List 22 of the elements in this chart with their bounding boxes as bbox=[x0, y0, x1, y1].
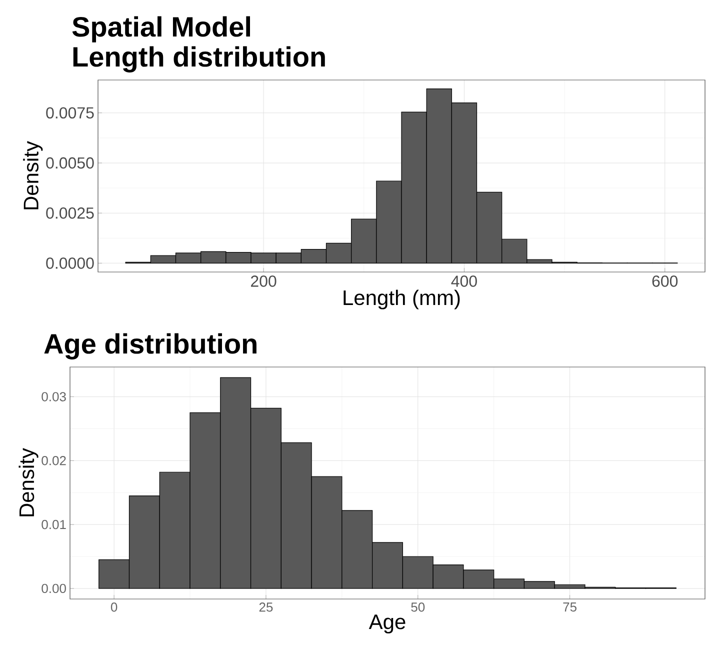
y-tick-label: 0.02 bbox=[42, 456, 66, 466]
x-tick-label: 0 bbox=[110, 602, 118, 612]
x-axis-title: Age bbox=[368, 614, 406, 634]
x-tick-label: 400 bbox=[451, 276, 477, 287]
x-axis-title: Length (mm) bbox=[344, 290, 460, 310]
x-tick-label: 200 bbox=[251, 276, 276, 287]
chart-title: Spatial Model bbox=[72, 16, 250, 42]
y-axis-title: Density bbox=[23, 141, 43, 210]
x-tick-label: 75 bbox=[563, 602, 576, 612]
y-tick-label: 0.01 bbox=[42, 520, 66, 530]
y-tick-label: 0.0025 bbox=[46, 207, 94, 219]
x-tick-label: 600 bbox=[652, 276, 678, 287]
y-tick-label: 0.0050 bbox=[46, 157, 94, 169]
y-tick-label: 0.0075 bbox=[46, 107, 94, 119]
x-tick-label: 25 bbox=[259, 602, 273, 612]
chart-subtitle: Length distribution bbox=[73, 46, 325, 72]
y-tick-label: 0.00 bbox=[42, 584, 66, 594]
y-tick-label: 0.03 bbox=[42, 392, 66, 402]
y-tick-label: 0.0000 bbox=[46, 258, 94, 269]
x-tick-label: 50 bbox=[411, 602, 425, 612]
y-axis-title: Density bbox=[18, 448, 38, 516]
chart-title: Age distribution bbox=[44, 333, 256, 360]
